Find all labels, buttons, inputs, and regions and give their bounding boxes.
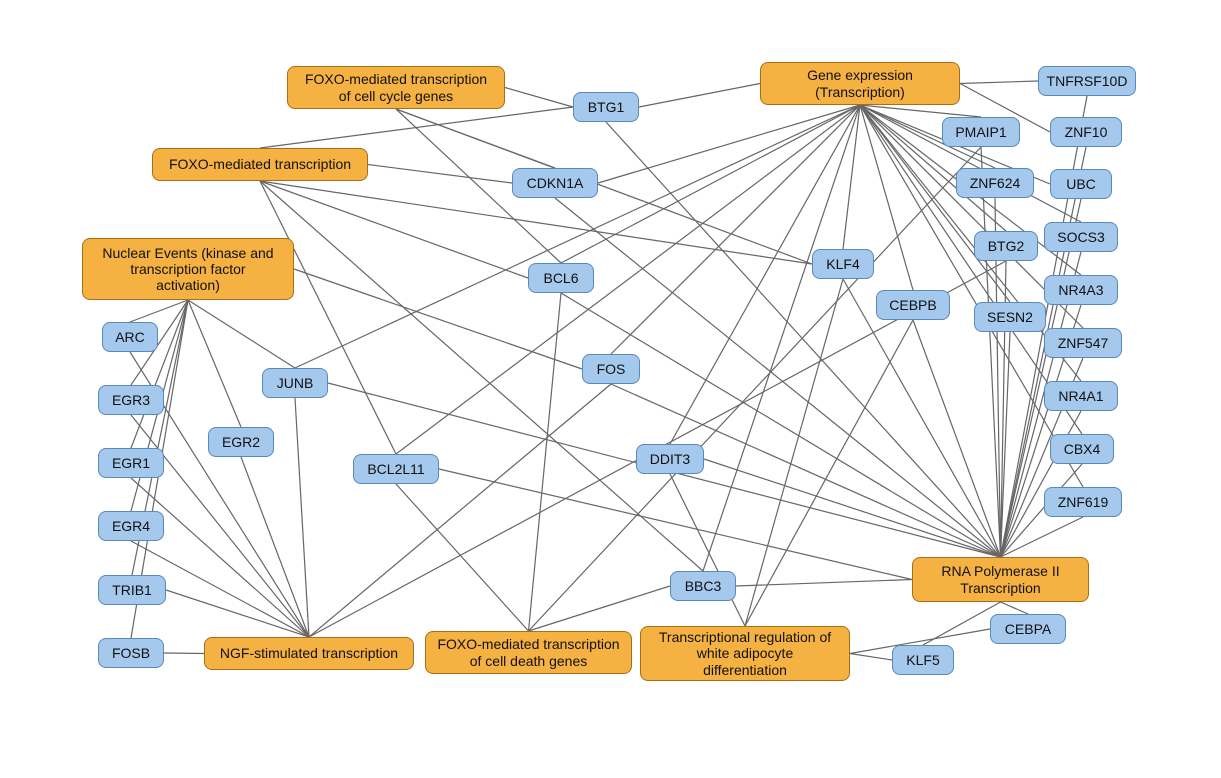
edge-foxo-BCL6	[260, 181, 528, 278]
node-NR4A1[interactable]: NR4A1	[1044, 381, 1118, 411]
node-NR4A3[interactable]: NR4A3	[1044, 275, 1118, 305]
edge-geneexp-BTG1	[639, 84, 760, 108]
node-CDKN1A[interactable]: CDKN1A	[512, 168, 598, 198]
edge-foxocd-BBC3	[529, 586, 671, 631]
node-BCL2L11[interactable]: BCL2L11	[353, 454, 439, 484]
node-SOCS3[interactable]: SOCS3	[1044, 222, 1118, 252]
edge-rnapol-BTG1	[606, 122, 1001, 557]
node-BBC3[interactable]: BBC3	[670, 571, 736, 601]
node-DDIT3[interactable]: DDIT3	[636, 444, 704, 474]
node-TRIB1[interactable]: TRIB1	[98, 575, 166, 605]
node-PMAIP1[interactable]: PMAIP1	[942, 117, 1020, 147]
edge-foxocd-BCL6	[529, 293, 562, 631]
node-BTG2[interactable]: BTG2	[974, 231, 1038, 261]
edge-foxocd-BCL2L11	[396, 484, 529, 631]
node-CBX4[interactable]: CBX4	[1050, 434, 1114, 464]
node-foxocc[interactable]: FOXO-mediated transcription of cell cycl…	[287, 66, 505, 109]
edge-ngf-EGR1	[131, 478, 309, 637]
edge-foxo-BCL2L11	[260, 181, 396, 454]
edge-geneexp-KLF4	[843, 105, 860, 249]
node-ngf[interactable]: NGF-stimulated transcription	[204, 637, 414, 670]
node-geneexp[interactable]: Gene expression (Transcription)	[760, 62, 960, 105]
node-TNFRSF10D[interactable]: TNFRSF10D	[1038, 66, 1136, 96]
edge-geneexp-JUNB	[295, 105, 860, 368]
node-ZNF10[interactable]: ZNF10	[1050, 117, 1122, 147]
edge-geneexp-FOS	[611, 105, 860, 354]
node-foxo[interactable]: FOXO-mediated transcription	[152, 148, 368, 181]
edge-rnapol-BCL2L11	[439, 469, 912, 580]
node-FOS[interactable]: FOS	[582, 354, 640, 384]
edge-foxocc-BTG1	[505, 88, 573, 108]
edge-nuclear-JUNB	[188, 300, 295, 368]
edge-geneexp-BCL6	[561, 105, 860, 263]
edge-nuclear-EGR2	[188, 300, 241, 427]
edge-ngf-EGR2	[241, 457, 309, 637]
node-JUNB[interactable]: JUNB	[262, 368, 328, 398]
edge-rnapol-BBC3	[736, 580, 912, 587]
edge-foxocd-PMAIP1	[529, 147, 982, 631]
edge-ngf-FOS	[309, 384, 611, 637]
edge-nuclear-ARC	[130, 300, 188, 322]
edge-rnapol-CEBPB	[913, 320, 1001, 557]
node-CEBPB[interactable]: CEBPB	[876, 290, 950, 320]
edge-foxo-CDKN1A	[368, 165, 512, 184]
edge-whiteadip-KLF5	[850, 654, 892, 661]
node-foxocd[interactable]: FOXO-mediated transcription of cell deat…	[425, 631, 632, 674]
edge-geneexp-TNFRSF10D	[960, 81, 1038, 84]
edge-foxocc-KLF4	[396, 109, 812, 264]
edge-whiteadip-CEBPB	[745, 320, 913, 626]
node-KLF4[interactable]: KLF4	[812, 249, 874, 279]
node-nuclear[interactable]: Nuclear Events (kinase and transcription…	[82, 238, 294, 300]
node-EGR4[interactable]: EGR4	[98, 511, 164, 541]
edge-rnapol-KLF5	[923, 602, 1001, 645]
node-rnapol[interactable]: RNA Polymerase II Transcription	[912, 557, 1089, 602]
edge-whiteadip-DDIT3	[670, 474, 745, 626]
node-BTG1[interactable]: BTG1	[573, 92, 639, 122]
edge-geneexp-PMAIP1	[860, 105, 981, 117]
edge-geneexp-BBC3	[703, 105, 860, 571]
node-EGR3[interactable]: EGR3	[98, 385, 164, 415]
node-EGR1[interactable]: EGR1	[98, 448, 164, 478]
node-BCL6[interactable]: BCL6	[528, 263, 594, 293]
edge-ngf-FOSB	[164, 653, 204, 654]
edge-foxocc-CDKN1A	[396, 109, 555, 168]
edge-rnapol-SESN2	[1001, 332, 1011, 557]
network-diagram: FOXO-mediated transcription of cell cycl…	[0, 0, 1221, 778]
edge-rnapol-NR4A1	[1001, 411, 1082, 557]
edge-rnapol-CEBPA	[1001, 602, 1029, 614]
edge-rnapol-PMAIP1	[981, 147, 1001, 557]
node-SESN2[interactable]: SESN2	[974, 302, 1046, 332]
edge-whiteadip-KLF4	[745, 279, 843, 626]
node-FOSB[interactable]: FOSB	[98, 638, 164, 668]
node-ARC[interactable]: ARC	[102, 322, 158, 352]
edge-geneexp-BCL2L11	[396, 105, 860, 454]
edge-rnapol-BCL6	[561, 293, 1001, 557]
node-EGR2[interactable]: EGR2	[208, 427, 274, 457]
edge-ngf-TRIB1	[166, 590, 309, 637]
node-whiteadip[interactable]: Transcriptional regulation of white adip…	[640, 626, 850, 681]
node-ZNF624[interactable]: ZNF624	[956, 168, 1034, 198]
edge-rnapol-DDIT3	[704, 459, 1001, 557]
edge-ngf-JUNB	[295, 398, 309, 637]
node-ZNF619[interactable]: ZNF619	[1044, 487, 1122, 517]
edge-foxo-BTG1	[260, 107, 573, 148]
node-UBC[interactable]: UBC	[1050, 169, 1112, 199]
node-KLF5[interactable]: KLF5	[892, 645, 954, 675]
node-CEBPA[interactable]: CEBPA	[990, 614, 1066, 644]
edge-rnapol-ZNF619	[1001, 517, 1084, 557]
node-ZNF547[interactable]: ZNF547	[1044, 328, 1122, 358]
